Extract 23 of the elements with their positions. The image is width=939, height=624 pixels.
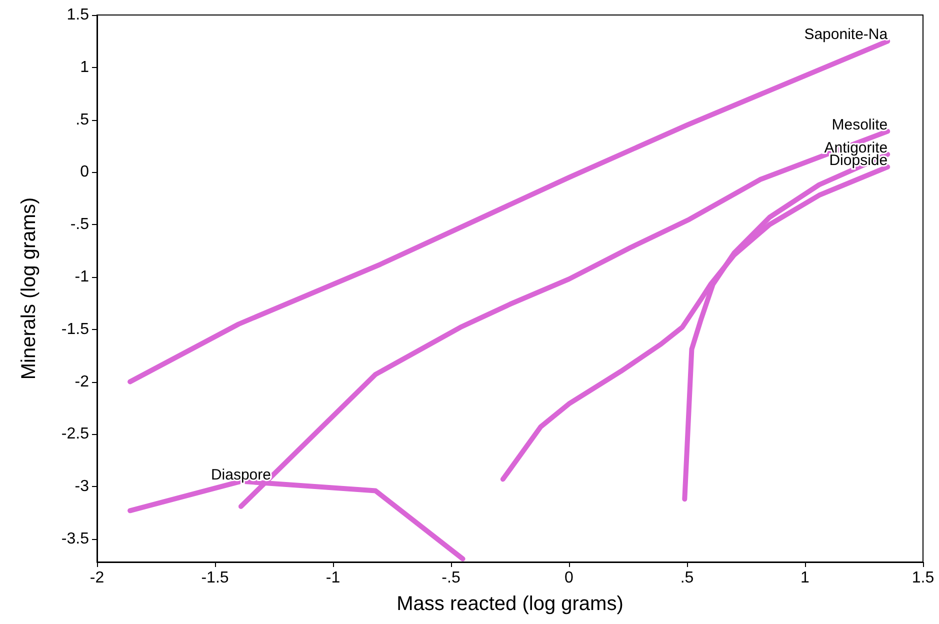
x-tick-label: .5 <box>680 570 694 586</box>
y-axis-title: Minerals (log grams) <box>18 197 40 380</box>
y-tick-label: -.5 <box>70 216 90 234</box>
x-tick-label: 0 <box>564 570 574 586</box>
series-label: Mesolite <box>832 116 888 134</box>
y-tick-label: -1.5 <box>61 320 90 338</box>
x-tick-label: 1.5 <box>912 570 934 586</box>
series-label: Diaspore <box>210 466 271 484</box>
x-tick-label: -1.5 <box>201 570 229 586</box>
y-tick-label: -3.5 <box>61 530 90 548</box>
y-tick-label: -2.5 <box>61 426 90 443</box>
y-tick-label: 0 <box>80 164 90 181</box>
y-tick-label: 1.5 <box>66 6 90 24</box>
y-tick-label: -2 <box>74 373 90 390</box>
x-tick-label: 1 <box>800 570 810 586</box>
y-tick-label: .5 <box>76 111 90 128</box>
y-tick-label: -3 <box>74 478 90 496</box>
x-tick-label: -1 <box>326 570 340 586</box>
y-tick-label: 1 <box>80 58 90 76</box>
y-tick-label: -1 <box>74 268 90 286</box>
series-label: Saponite-Na <box>804 26 888 44</box>
x-tick-label: -.5 <box>442 570 460 586</box>
x-axis-title: Mass reacted (log grams) <box>396 593 624 615</box>
